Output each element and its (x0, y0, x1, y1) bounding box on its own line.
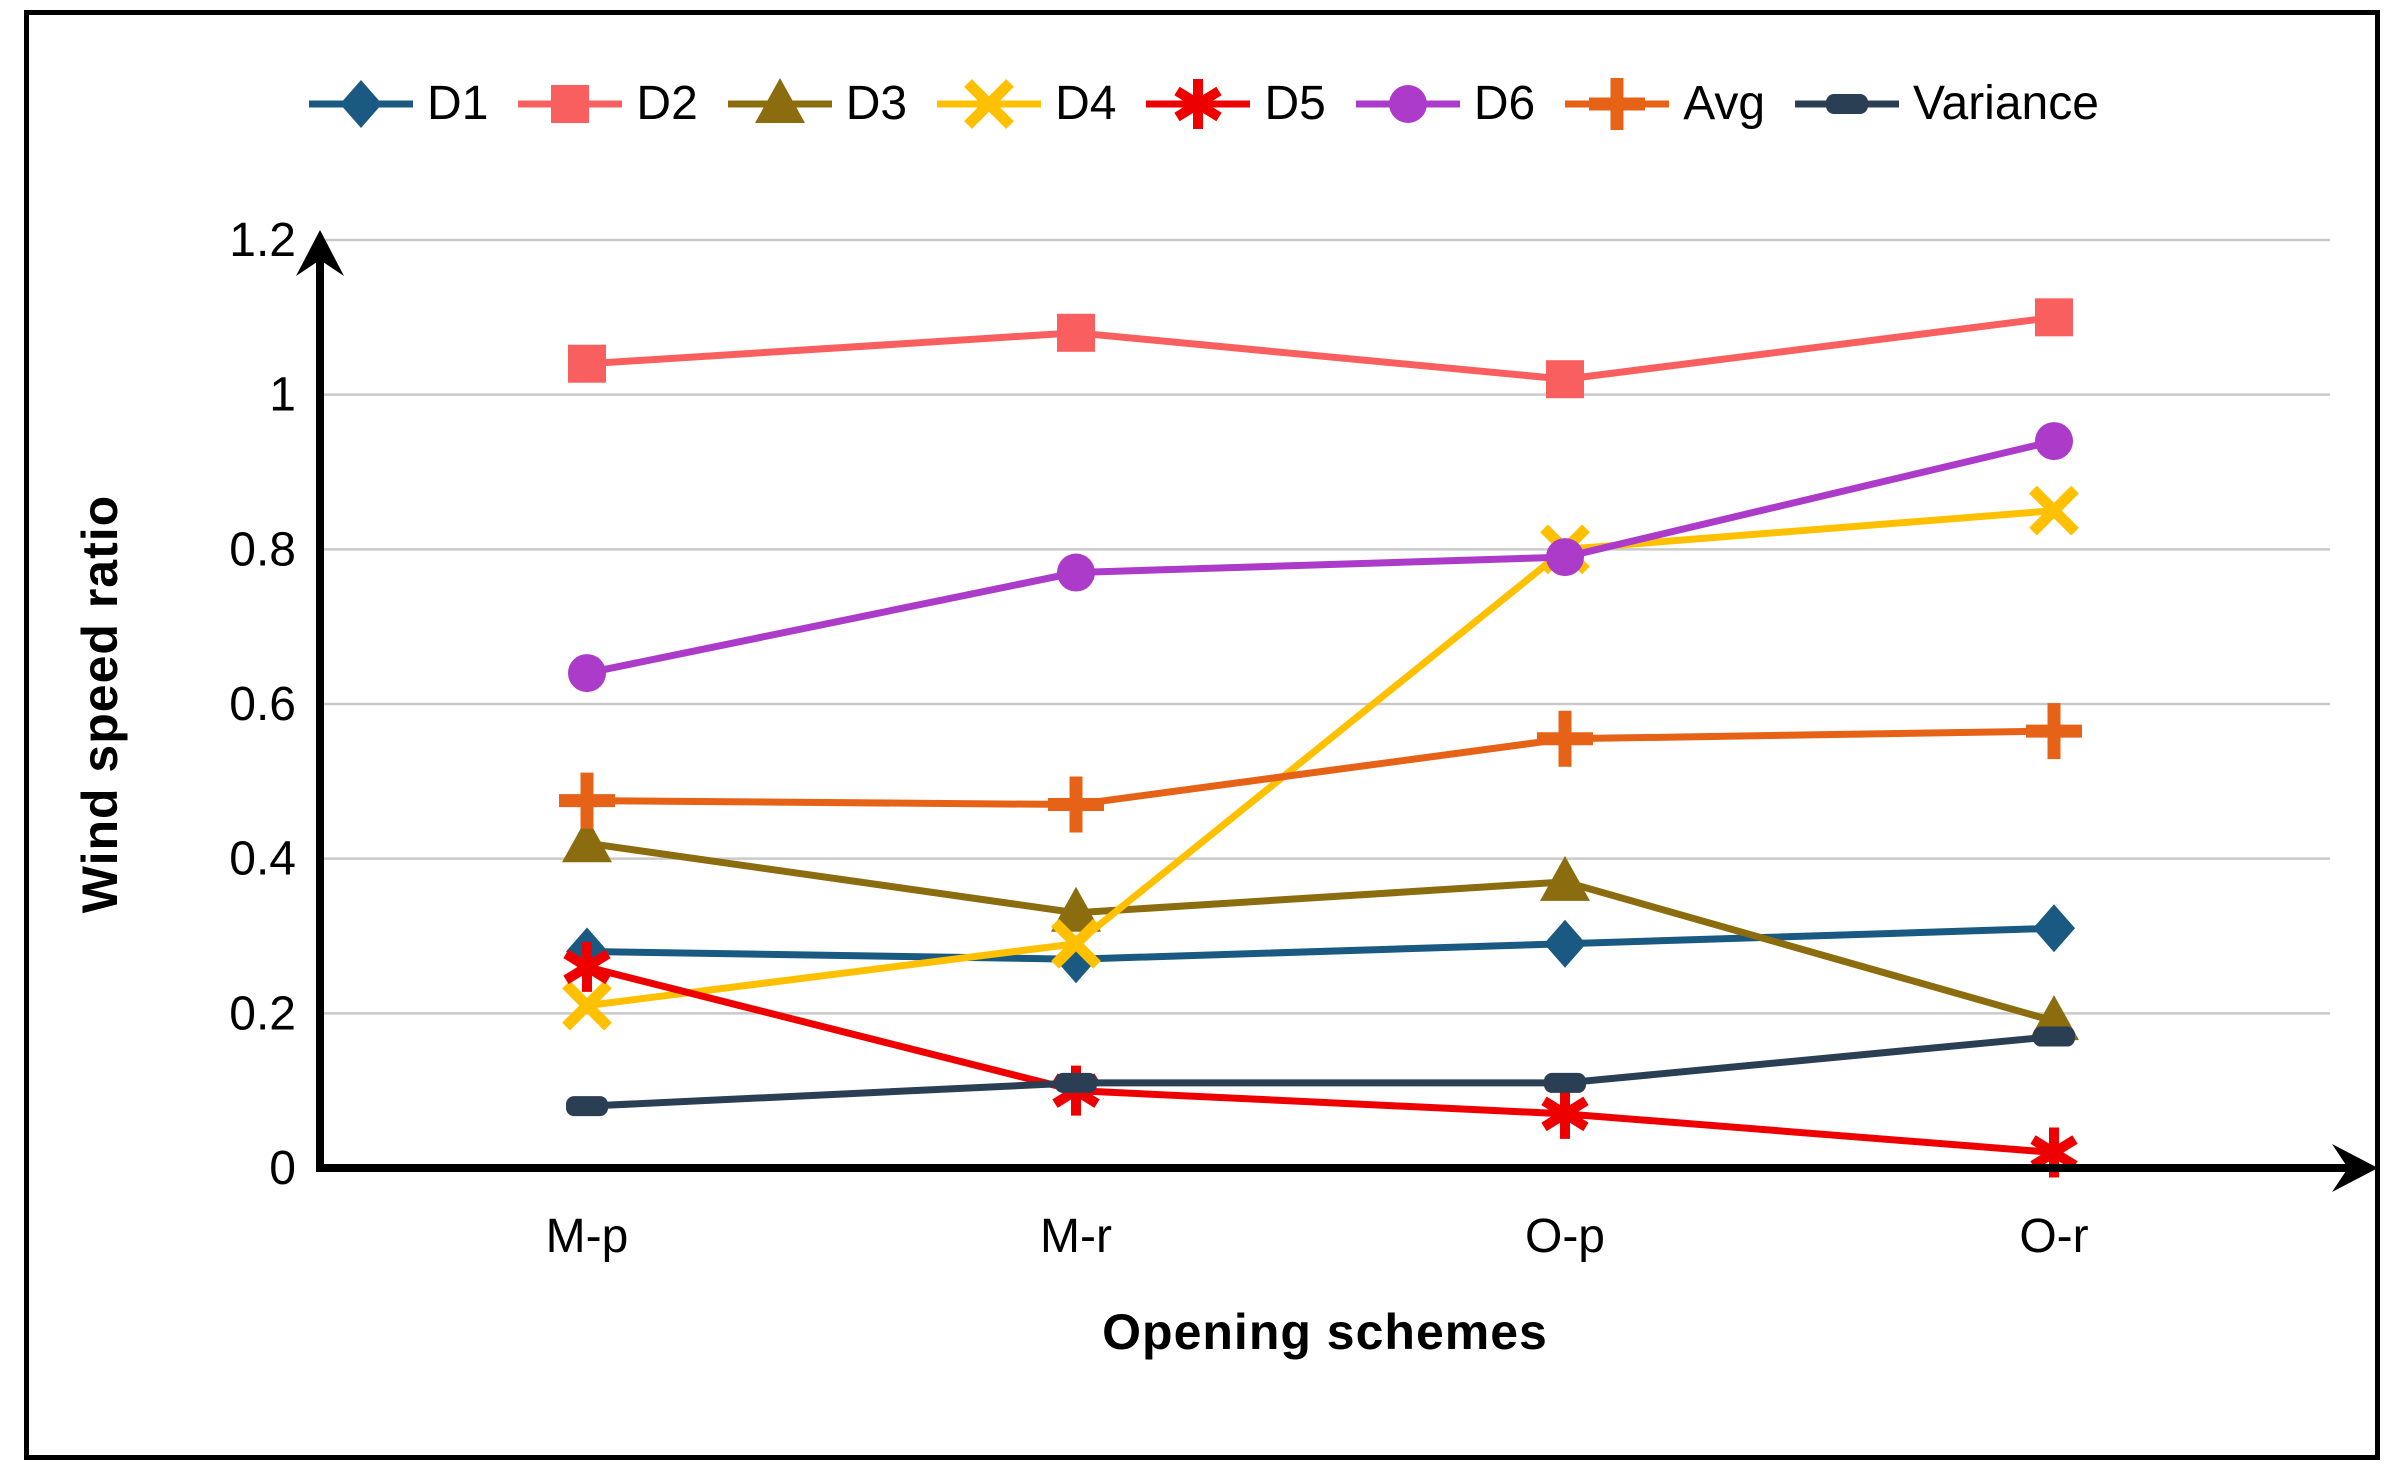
legend-marker-d2-icon (551, 85, 590, 123)
marker-avg-o-p (1537, 710, 1593, 767)
y-tick-label: 0.2 (229, 987, 296, 1040)
marker-d6-m-r (1057, 553, 1095, 592)
marker-d3-m-r (1051, 886, 1101, 932)
y-axis-arrowhead (296, 230, 344, 276)
legend-marker-variance-icon (1826, 94, 1869, 114)
legend-marker-d1-icon (340, 80, 383, 128)
marker-d2-o-p (1546, 360, 1584, 399)
series-line-d3 (586, 839, 2055, 1025)
x-axis-arrowhead (2332, 1144, 2378, 1192)
marker-avg-m-r (1048, 776, 1104, 833)
axes (296, 230, 2378, 1192)
legend-label: D4 (1055, 77, 1117, 130)
marker-d2-m-p (568, 344, 606, 383)
legend-item-d6: D6 (1352, 78, 1535, 130)
legend-item-d3: D3 (724, 78, 907, 130)
y-tick-label: 0.6 (229, 678, 296, 731)
x-axis-title: Opening schemes (1102, 1304, 1548, 1360)
series-d1 (566, 904, 2075, 984)
series-d3 (562, 817, 2079, 1041)
series-d4 (562, 485, 2079, 1031)
marker-d3-m-p (562, 817, 612, 863)
series-variance (566, 1026, 2075, 1117)
marker-d1-o-r (2033, 904, 2075, 953)
legend-marker-d3-icon (754, 78, 805, 123)
series-line-variance (586, 1033, 2055, 1110)
y-tick-label: 1 (269, 369, 296, 422)
legend-marker-d5-icon (1174, 79, 1223, 129)
legend-label: Variance (1913, 77, 2099, 130)
legend-label: D2 (636, 77, 698, 130)
legend-item-variance: Variance (1791, 78, 2099, 130)
series-d6 (568, 422, 2073, 693)
legend-label: D3 (845, 77, 908, 130)
series-line-d4 (586, 507, 2055, 1010)
y-tick-label: 0.4 (229, 833, 296, 886)
y-axis-ticks: 0 0.2 0.4 0.6 0.8 1 1.2 (229, 214, 296, 1195)
legend-label: D6 (1473, 77, 1536, 130)
marker-d6-o-r (2035, 422, 2073, 461)
series-line-d5 (586, 963, 2055, 1157)
legend-swatch-avg-icon (1565, 78, 1670, 130)
legend-marker-d6-icon (1388, 85, 1427, 123)
series-avg (559, 703, 2082, 833)
marker-d3-o-p (1540, 855, 1590, 901)
y-tick-label: 1.2 (229, 214, 296, 267)
legend-swatch-d2-icon (518, 85, 623, 123)
y-tick-label: 0.8 (229, 523, 296, 576)
legend-item-d1: D1 (305, 78, 488, 130)
y-axis-title: Wind speed ratio (72, 494, 128, 914)
marker-variance-o-r (2033, 1026, 2075, 1047)
marker-d1-o-p (1544, 919, 1586, 968)
marker-d4-m-r (1051, 918, 1101, 969)
legend-item-d5: D5 (1142, 77, 1326, 130)
series-line-d6 (586, 437, 2055, 677)
legend-swatch-d5-icon (1146, 79, 1251, 129)
legend-item-d2: D2 (514, 77, 698, 130)
marker-variance-m-p (566, 1096, 608, 1117)
x-category-label: M-p (546, 1210, 629, 1263)
y-tick-label: 0 (269, 1142, 296, 1195)
marker-avg-m-p (559, 772, 615, 829)
legend-swatch-d1-icon (309, 80, 414, 128)
x-category-label: O-r (2019, 1210, 2088, 1263)
marker-d6-m-p (568, 654, 606, 693)
series-d2 (568, 298, 2073, 399)
legend-label: D5 (1264, 77, 1326, 130)
legend-marker-avg-icon (1589, 78, 1646, 130)
marker-d5-m-p (563, 941, 611, 992)
legend-swatch-d3-icon (727, 78, 832, 123)
gridlines (320, 238, 2330, 1015)
legend-label: Avg (1683, 77, 1766, 130)
x-category-label: O-p (1525, 1210, 1605, 1263)
series-line-d1 (586, 924, 2055, 963)
chart-legend: D1 D2 D3 D4 D5 D6 Avg Variance (0, 78, 2404, 130)
x-axis-ticks: M-p M-r O-p O-r (546, 1210, 2089, 1263)
marker-d5-o-p (1541, 1088, 1589, 1139)
legend-swatch-variance-icon (1795, 94, 1900, 114)
legend-item-d4: D4 (933, 78, 1116, 130)
marker-avg-o-r (2026, 703, 2082, 760)
marker-d4-m-p (562, 980, 612, 1031)
x-category-label: M-r (1040, 1210, 1112, 1263)
series-line-d2 (586, 313, 2055, 383)
marker-variance-o-p (1544, 1072, 1586, 1093)
marker-d4-o-r (2029, 485, 2079, 536)
marker-d2-m-r (1057, 313, 1095, 352)
legend-swatch-d4-icon (937, 79, 1042, 129)
legend-swatch-d6-icon (1355, 85, 1460, 123)
legend-marker-d4-icon (964, 79, 1015, 129)
legend-label: D1 (427, 77, 489, 130)
legend-item-avg: Avg (1561, 78, 1765, 130)
marker-d6-o-p (1546, 538, 1584, 577)
series-line-avg (586, 727, 2055, 809)
marker-d2-o-r (2035, 298, 2073, 337)
marker-variance-m-r (1055, 1072, 1097, 1093)
